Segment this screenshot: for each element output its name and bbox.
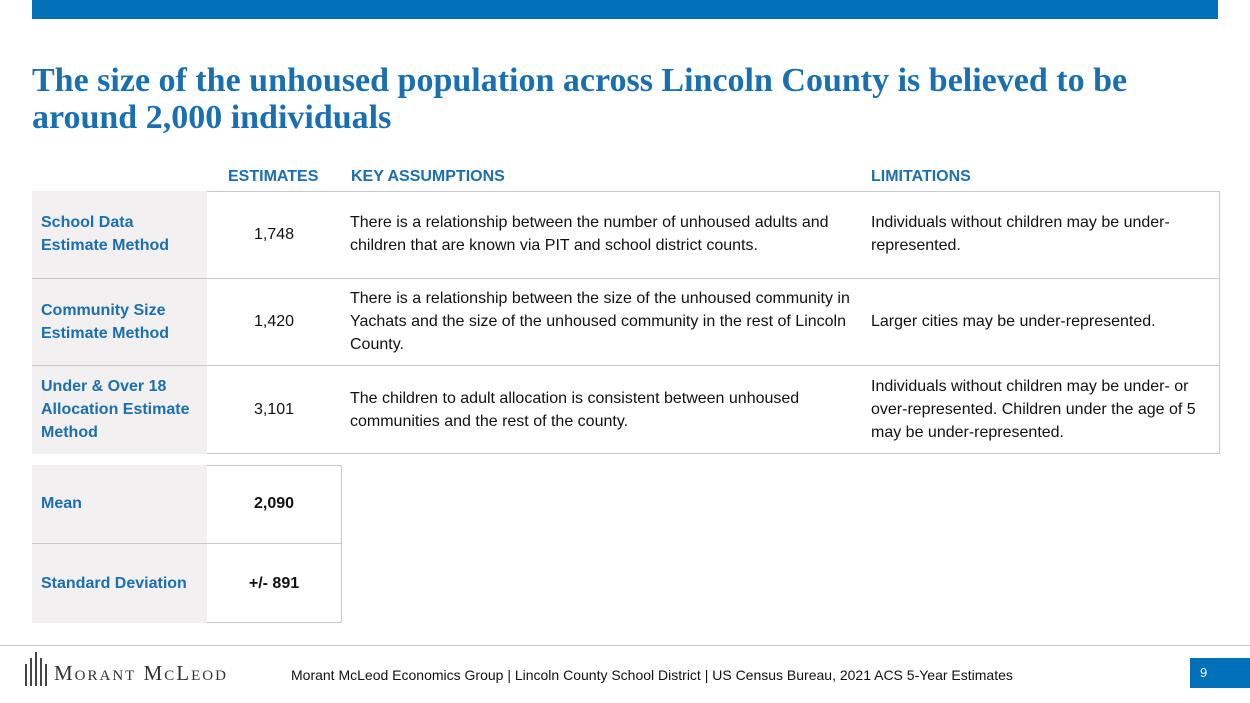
row-label: Under & Over 18 Allocation Estimate Meth… xyxy=(32,366,207,454)
summary-value: 2,090 xyxy=(207,465,341,544)
title: The size of the unhoused population acro… xyxy=(32,62,1128,136)
logo-mark xyxy=(25,652,47,686)
column-header: LIMITATIONS xyxy=(871,168,971,185)
limitation: Individuals without children may be unde… xyxy=(871,378,1196,442)
summary-label: Mean xyxy=(32,465,207,544)
row-label: School Data Estimate Method xyxy=(32,191,207,279)
limitation: Larger cities may be under-represented. xyxy=(862,279,1220,366)
assumption: The children to adult allocation is cons… xyxy=(350,389,800,430)
column-header: ESTIMATES xyxy=(228,168,319,185)
summary-label: Standard Deviation xyxy=(32,544,207,623)
limitation: Individuals without children may be unde… xyxy=(862,191,1220,279)
footer-source: Morant McLeod Economics Group | Lincoln … xyxy=(291,667,1013,683)
assumption: There is a relationship between the size… xyxy=(341,279,862,366)
footer-rule xyxy=(0,645,1250,646)
logo-text: Morant McLeod xyxy=(54,661,228,685)
summary-value: +/- 891 xyxy=(248,574,300,592)
row-label: Community Size Estimate Method xyxy=(32,278,207,366)
estimate: 1,748 xyxy=(207,191,341,279)
estimate: 1,420 xyxy=(207,279,341,366)
assumption: There is a relationship between the numb… xyxy=(341,191,862,279)
page-number: 9 xyxy=(1190,658,1250,688)
column-header: KEY ASSUMPTIONS xyxy=(351,168,505,185)
estimate: 3,101 xyxy=(253,401,295,419)
top-bar xyxy=(32,0,1218,19)
